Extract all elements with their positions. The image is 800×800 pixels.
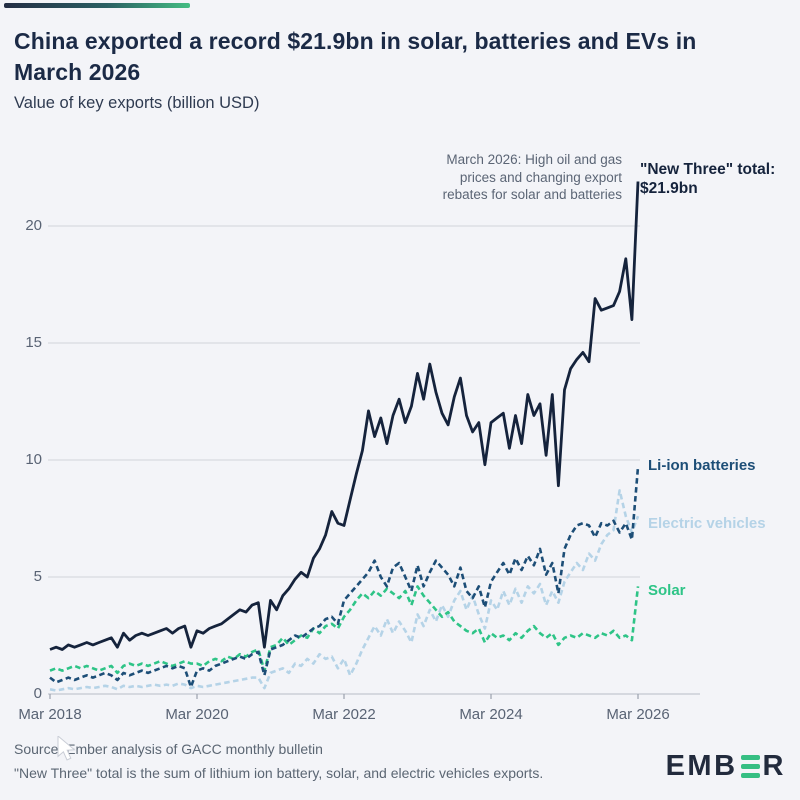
ember-logo: EMB R [666, 750, 786, 783]
mouse-cursor-icon [57, 736, 76, 761]
callout-value: $21.9bn [640, 180, 698, 197]
ember-logo-text-left: EMB [665, 750, 738, 782]
x-tick-label: Mar 2018 [18, 706, 82, 723]
x-tick-label: Mar 2020 [165, 706, 229, 723]
chart-annotation: March 2026: High oil and gas prices and … [362, 151, 622, 204]
series-line-electric-vehicles [49, 489, 640, 692]
series-label-liion-batteries: Li-ion batteries [648, 457, 756, 474]
series-line-solar [49, 585, 640, 675]
chart-subtitle: Value of key exports (billion USD) [14, 94, 260, 112]
source-text: Source: Ember analysis of GACC monthly b… [14, 741, 323, 757]
y-tick-label: 15 [25, 334, 42, 351]
series-line--new-three-total [49, 181, 640, 651]
x-tick-label: Mar 2022 [312, 706, 376, 723]
series-label-solar: Solar [648, 582, 686, 599]
x-tick-label: Mar 2024 [459, 706, 523, 723]
series-line-li-ion-batteries [49, 466, 640, 689]
callout-label: "New Three" total: [640, 161, 776, 178]
y-tick-label: 20 [25, 217, 42, 234]
ember-logo-text-right: R [762, 750, 786, 782]
x-tick-label: Mar 2026 [606, 706, 670, 723]
annotation-line: March 2026: High oil and gas [446, 152, 622, 167]
new-three-total-callout: "New Three" total: $21.9bn [640, 160, 800, 198]
y-tick-label: 10 [25, 451, 42, 468]
accent-bar [4, 3, 190, 8]
series-label-electric-vehicles: Electric vehicles [648, 515, 766, 532]
page-title: China exported a record $21.9bn in solar… [14, 28, 697, 85]
footnote-text: "New Three" total is the sum of lithium … [14, 765, 544, 781]
y-tick-label: 0 [33, 685, 42, 702]
annotation-line: prices and changing export [459, 169, 622, 185]
annotation-line: rebates for solar and batteries [442, 187, 622, 202]
ember-logo-e-bars-icon [740, 754, 760, 779]
y-tick-label: 5 [33, 568, 42, 585]
